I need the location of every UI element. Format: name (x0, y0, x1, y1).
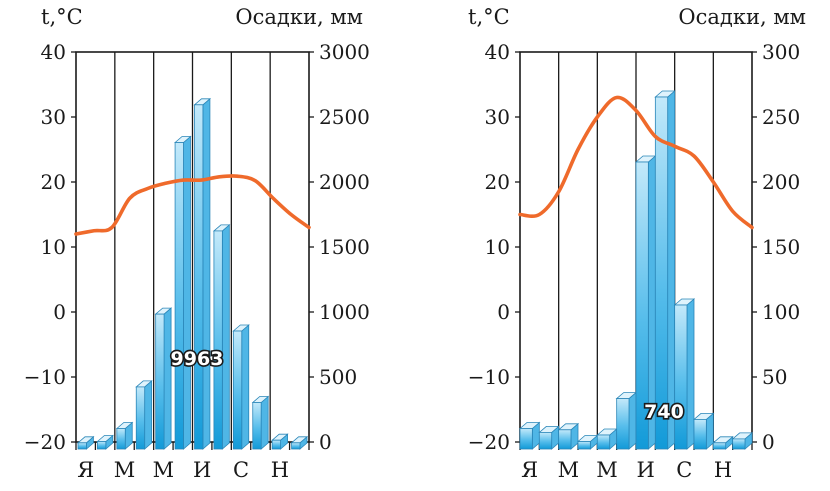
precip-bar (558, 429, 572, 450)
temp-tick-label: 10 (485, 235, 510, 259)
precip-tick-label: 100 (762, 300, 800, 324)
month-label: Я (521, 458, 538, 482)
month-label: И (193, 458, 211, 482)
precip-bar (252, 402, 262, 450)
temp-axis-label: t,°C (41, 5, 83, 29)
precip-bar-side (163, 307, 172, 450)
precip-bar (596, 434, 611, 450)
precip-bar (674, 304, 688, 450)
temp-tick-label: −20 (468, 430, 510, 454)
precip-bar (616, 398, 630, 450)
precip-tick-label: 1000 (319, 300, 370, 324)
month-label: М (153, 458, 175, 482)
annual-total-label: 9963 (171, 348, 224, 370)
precip-tick-label: 300 (762, 40, 800, 64)
precip-tick-label: 1500 (319, 235, 370, 259)
month-label: Н (714, 458, 732, 482)
temp-tick-label: 20 (485, 170, 510, 194)
precip-bar (693, 418, 707, 450)
temp-axis-label: t,°C (468, 5, 510, 29)
precip-bar (654, 96, 669, 450)
precip-bar (77, 442, 87, 450)
precip-tick-label: 0 (319, 430, 332, 454)
precip-bar (155, 313, 165, 450)
precip-bar (519, 428, 533, 450)
temp-tick-label: 30 (485, 105, 510, 129)
precip-bar-side (241, 324, 250, 450)
temp-tick-label: −20 (24, 430, 66, 454)
month-label: Я (77, 458, 94, 482)
precip-bar (135, 386, 146, 450)
climate-chart-1: t,°C Осадки, мм 40 3000 30 2500 20 2000 10 1500… (24, 5, 370, 482)
precip-bar (635, 161, 649, 450)
temp-tick-label: 30 (41, 105, 66, 129)
temp-tick-label: −10 (24, 365, 66, 389)
precip-bar (194, 104, 204, 450)
temp-tick-label: 40 (485, 40, 510, 64)
temp-tick-label: 0 (53, 300, 66, 324)
precip-tick-label: 200 (762, 170, 800, 194)
temperature-line (74, 174, 311, 236)
precip-tick-label: 50 (762, 365, 787, 389)
temp-tick-label: 40 (41, 40, 66, 64)
month-label: С (233, 458, 249, 482)
precip-bar (116, 428, 126, 450)
precip-axis-label: Осадки, мм (678, 5, 806, 29)
temperature-line (518, 95, 754, 230)
precip-axis-label: Осадки, мм (235, 5, 363, 29)
precip-bar (271, 439, 281, 450)
precip-bar-side (202, 97, 211, 450)
precip-tick-label: 500 (319, 365, 357, 389)
precip-bar (538, 431, 553, 450)
precip-bar (712, 442, 727, 450)
month-label: М (114, 458, 136, 482)
precip-tick-label: 2000 (319, 170, 370, 194)
precip-bar-side (183, 135, 191, 450)
temp-tick-label: −10 (468, 365, 510, 389)
precip-tick-label: 250 (762, 105, 800, 129)
precip-bar (97, 441, 107, 450)
precip-tick-label: 3000 (319, 40, 370, 64)
month-label: Н (271, 458, 289, 482)
precip-bar-side (144, 380, 153, 450)
precip-tick-label: 150 (762, 235, 800, 259)
precip-bar (174, 142, 184, 450)
precip-bar (577, 441, 591, 450)
precip-bar-side (221, 224, 230, 450)
month-label: И (637, 458, 655, 482)
month-label: М (558, 458, 580, 482)
precip-bar-side (686, 298, 695, 450)
precip-tick-label: 0 (762, 430, 775, 454)
climate-chart-2: t,°C Осадки, мм 40 300 30 250 20 200 10 150 0 100… (468, 5, 806, 482)
annual-total-label: 740 (644, 401, 684, 423)
temp-tick-label: 0 (497, 300, 510, 324)
temp-tick-label: 10 (41, 235, 66, 259)
month-label: С (676, 458, 692, 482)
month-label: М (596, 458, 618, 482)
precip-bar-side (260, 395, 269, 450)
temp-tick-label: 20 (41, 170, 66, 194)
precip-bar (291, 442, 301, 450)
precip-bar-side (628, 391, 637, 450)
precip-bar (232, 330, 243, 450)
precip-bar (213, 230, 223, 450)
precip-bar (732, 438, 746, 450)
precip-tick-label: 2500 (319, 105, 370, 129)
